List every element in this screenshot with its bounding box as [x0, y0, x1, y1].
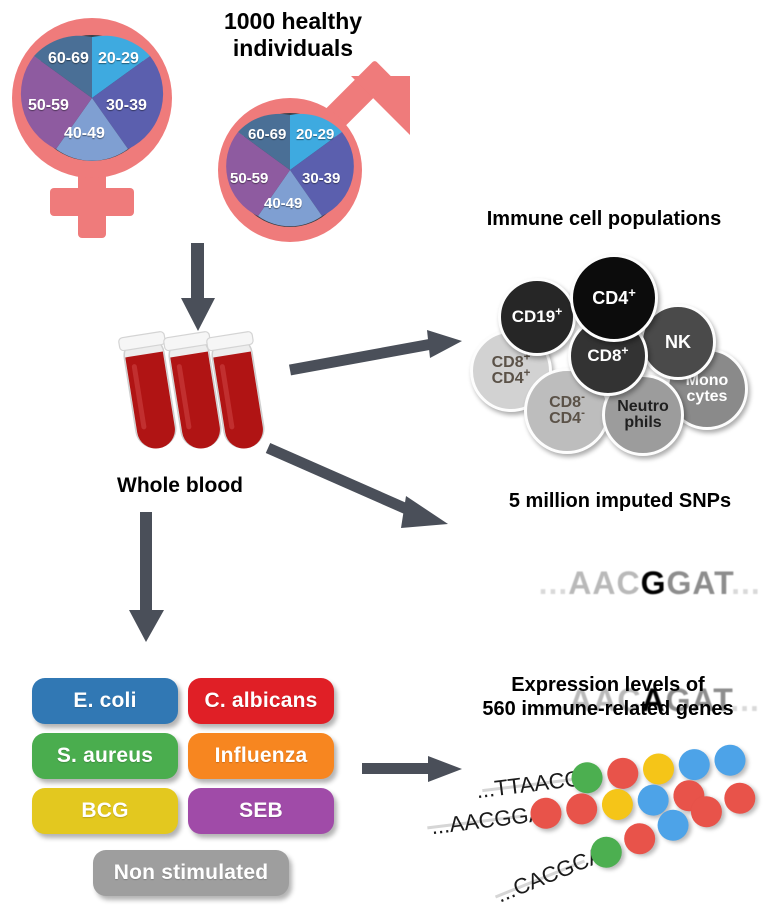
stimulus-pill-bcg[interactable]: BCG: [32, 788, 178, 834]
snp-variant-allele: A: [641, 682, 666, 718]
expression-bead: [600, 787, 635, 822]
stimulus-pill-s-aureus[interactable]: S. aureus: [32, 733, 178, 779]
immune-cell-cd19[interactable]: CD19+: [498, 278, 576, 356]
immune-cell-label: NK: [665, 331, 691, 352]
immune-cell-label: CD4+: [592, 284, 636, 308]
whole-blood-label: Whole blood: [117, 474, 243, 497]
expression-bead: [619, 818, 660, 859]
immune-cell-label: CD19+: [511, 304, 563, 327]
immune-cell-label: Neutro phils: [617, 397, 669, 431]
expression-bead: [712, 742, 748, 778]
stimulus-pill-seb[interactable]: SEB: [188, 788, 334, 834]
arrow-cohort-to-blood: [176, 243, 220, 333]
expression-heading: Expression levels of 560 immune-related …: [482, 674, 734, 720]
immune-heading: Immune cell populations: [486, 208, 722, 230]
female-symbol: 20-29 30-39 40-49 50-59 60-69: [6, 6, 196, 246]
arrow-stimuli-to-expression: [362, 752, 472, 788]
snps-heading: 5 million imputed SNPs: [508, 490, 732, 512]
stimulus-pill-influenza[interactable]: Influenza: [188, 733, 334, 779]
snp-variant-allele: G: [640, 565, 667, 601]
immune-cell-cd4[interactable]: CD4+: [570, 254, 658, 342]
immune-cell-neutrophils[interactable]: Neutro phils: [602, 374, 684, 456]
whole-blood-tubes: [110, 331, 270, 454]
arrow-blood-to-snps: [265, 442, 458, 540]
immune-cell-label: CD8+: [587, 343, 629, 366]
arrow-blood-to-immune: [289, 328, 470, 378]
expression-bead: [564, 791, 599, 827]
immune-cell-cluster: CD8+ CD4+ CD19+ CD4+ NK CD8+ CD8- CD4- Neu…: [470, 240, 760, 456]
snp-sequences: ...AACGGAT... ...AACAGAT...: [470, 528, 770, 756]
immune-cell-label: CD8- CD4-: [549, 391, 585, 427]
cohort-heading: 1000 healthy individuals: [223, 8, 363, 62]
male-symbol: 20-29 30-39 40-49 50-59 60-69: [204, 61, 420, 256]
immune-cell-label: Mono cytes: [685, 371, 729, 405]
arrow-blood-to-stimuli: [126, 512, 168, 644]
snp-sequence-row: ...AACAGAT...: [539, 682, 760, 718]
stimulus-pill-c-albicans[interactable]: C. albicans: [188, 678, 334, 724]
stimulus-pill-non-stimulated[interactable]: Non stimulated: [93, 850, 289, 896]
snp-sequence-row: ...AACGGAT...: [538, 565, 761, 601]
stimulus-pill-e-coli[interactable]: E. coli: [32, 678, 178, 724]
immune-cell-label: CD8+ CD4+: [491, 351, 531, 387]
